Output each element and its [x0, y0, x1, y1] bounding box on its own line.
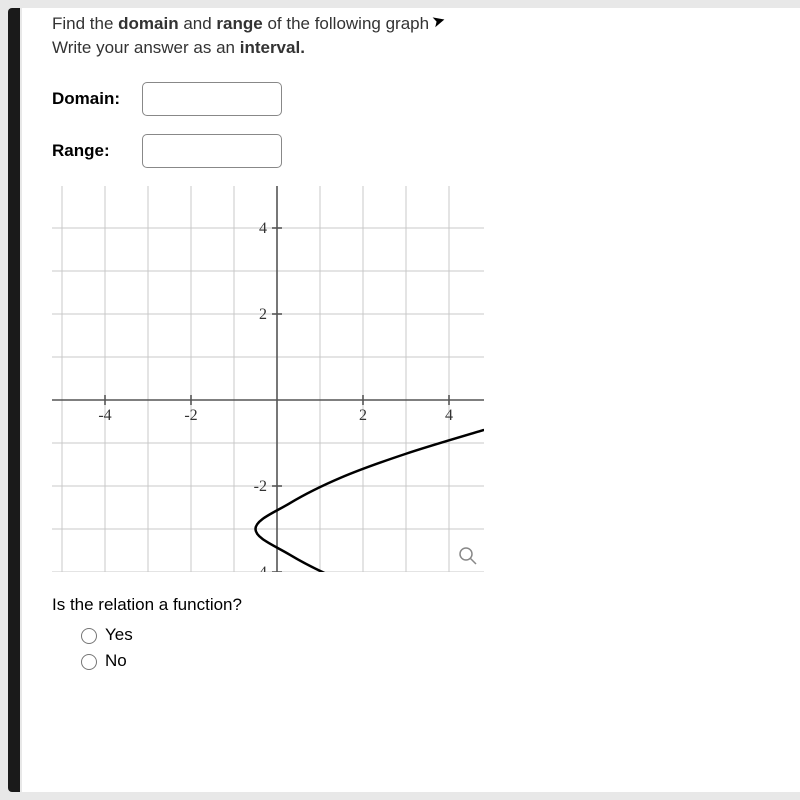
svg-text:-2: -2: [184, 407, 197, 424]
coordinate-graph: -4 -2 2 4 -4 -2 2 4: [52, 186, 484, 572]
yes-label[interactable]: Yes: [105, 625, 133, 645]
svg-text:-2: -2: [254, 478, 267, 495]
domain-input[interactable]: [142, 82, 282, 116]
yes-radio[interactable]: [81, 628, 97, 644]
function-question: Is the relation a function?: [52, 595, 770, 615]
svg-text:4: 4: [259, 220, 267, 237]
graph-container: -4 -2 2 4 -4 -2 2 4: [52, 186, 770, 577]
range-input[interactable]: [142, 134, 282, 168]
svg-text:-4: -4: [254, 564, 267, 572]
domain-label: Domain:: [52, 89, 142, 109]
svg-text:2: 2: [359, 407, 367, 424]
svg-text:4: 4: [445, 407, 453, 424]
range-label: Range:: [52, 141, 142, 161]
svg-text:2: 2: [259, 306, 267, 323]
no-radio[interactable]: [81, 654, 97, 670]
prompt-text: Find the domain and range of the followi…: [52, 8, 770, 60]
svg-text:-4: -4: [98, 407, 111, 424]
no-label[interactable]: No: [105, 651, 127, 671]
